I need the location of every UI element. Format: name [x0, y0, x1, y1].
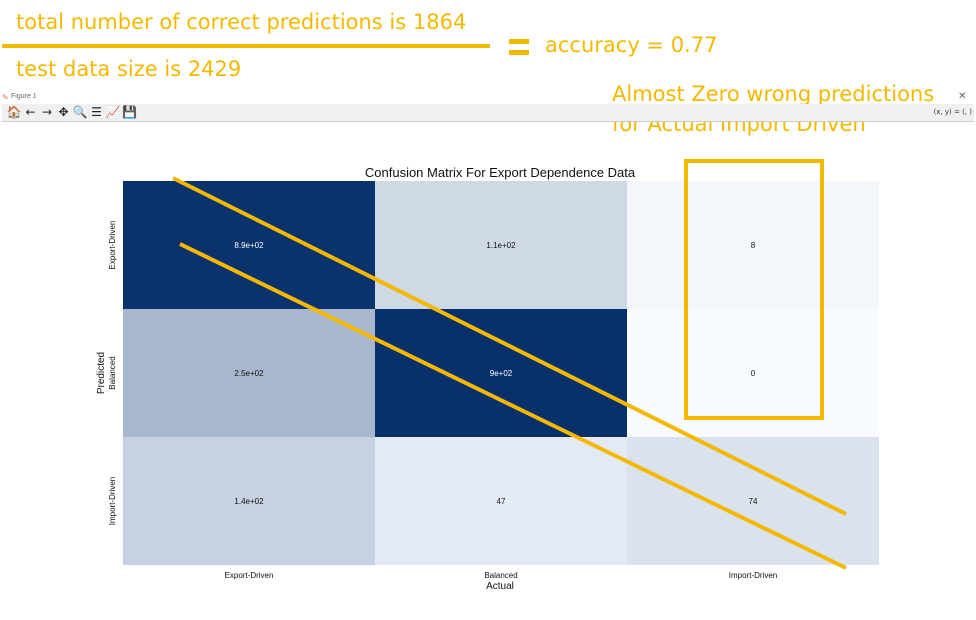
cell-value-label: 2.5e+02: [234, 369, 264, 378]
forward-icon[interactable]: →: [41, 105, 53, 119]
y-tick-label: Import-Driven: [108, 477, 117, 525]
cell-value-label: 8.9e+02: [234, 241, 264, 250]
fraction-bar: [2, 44, 490, 48]
configure-subplots-icon[interactable]: ☰: [91, 105, 102, 119]
y-tick-label: Balanced: [108, 356, 117, 389]
heatmap-cell: [375, 309, 627, 437]
chart-title: Confusion Matrix For Export Dependence D…: [365, 165, 636, 180]
x-tick-label: Export-Driven: [225, 571, 274, 580]
test-size-annotation: test data size is 2429: [16, 57, 242, 81]
correct-predictions-annotation: total number of correct predictions is 1…: [16, 10, 467, 34]
edit-axis-icon[interactable]: 📈: [105, 105, 121, 119]
figure-app-icon: ✎: [2, 93, 9, 102]
figure-titlebar: ✎ Figure 1 ✕: [0, 91, 976, 104]
y-axis-label: Predicted: [96, 352, 107, 394]
cell-value-label: 1.4e+02: [234, 497, 264, 506]
y-tick-label: Export-Driven: [108, 221, 117, 270]
cell-value-label: 9e+02: [490, 369, 513, 378]
x-tick-label: Balanced: [484, 571, 517, 580]
close-icon[interactable]: ✕: [958, 91, 967, 102]
diagonal-highlight-line-lower: [179, 242, 847, 570]
heatmap-cell: [123, 181, 375, 309]
cell-value-label: 1.1e+02: [486, 241, 516, 250]
cell-value-label: 0: [751, 369, 756, 378]
heatmap-cell: [375, 437, 627, 565]
diagonal-highlight-line-upper: [172, 176, 847, 516]
heatmap-cell: [627, 437, 879, 565]
home-icon[interactable]: 🏠: [6, 105, 22, 119]
cell-value-label: 8: [751, 241, 756, 250]
pan-icon[interactable]: ✥: [58, 105, 69, 119]
heatmap-cell: [375, 181, 627, 309]
figure-window-title: Figure 1: [11, 93, 37, 100]
cell-value-label: 47: [497, 497, 506, 506]
heatmap-cell: [627, 181, 879, 309]
zero-wrong-line-1: Almost Zero wrong predictions: [612, 82, 935, 106]
figure-toolbar: (x, y) = (, ) 🏠 ← → ✥ 🔍 ☰ 📈 💾: [2, 104, 974, 122]
save-icon[interactable]: 💾: [122, 105, 137, 119]
x-axis-label: Actual: [486, 581, 514, 592]
x-tick-label: Import-Driven: [729, 571, 777, 580]
back-icon[interactable]: ←: [25, 105, 36, 119]
coordinate-readout: (x, y) = (, ): [933, 108, 972, 116]
import-driven-highlight-box: [684, 159, 824, 420]
heatmap-cell: [627, 309, 879, 437]
cell-value-label: 74: [749, 497, 758, 506]
heatmap-cell: [123, 309, 375, 437]
heatmap-cell: [123, 437, 375, 565]
zoom-icon[interactable]: 🔍: [72, 105, 88, 119]
accuracy-annotation: accuracy = 0.77: [545, 33, 718, 57]
equals-sign: [509, 39, 529, 55]
